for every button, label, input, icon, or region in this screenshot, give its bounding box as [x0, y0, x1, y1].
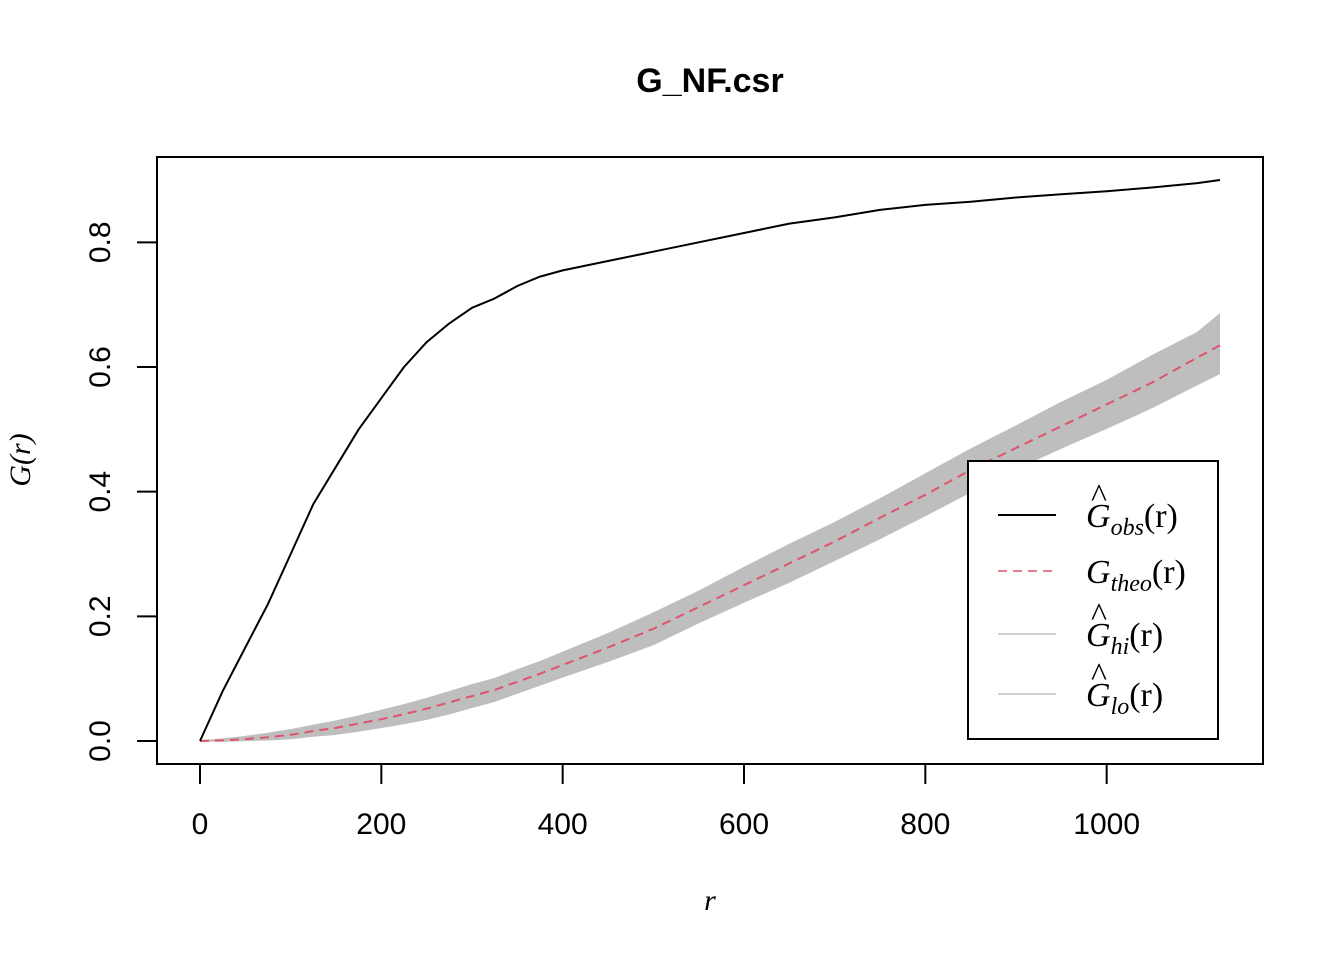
x-tick-label: 0: [192, 808, 209, 841]
x-tick-label: 600: [719, 808, 769, 841]
legend-hat-hi: ^: [1091, 597, 1107, 634]
x-tick-label: 200: [356, 808, 406, 841]
chart-title: G_NF.csr: [636, 62, 783, 100]
y-tick-label: 0.8: [84, 221, 117, 263]
legend-label-lo: Glo(r): [1086, 677, 1163, 720]
x-tick-label: 800: [900, 808, 950, 841]
legend-hat-obs: ^: [1091, 478, 1107, 515]
y-tick-label: 0.4: [84, 471, 117, 513]
y-tick-label: 0.2: [84, 595, 117, 637]
y-axis-label: G(r): [4, 433, 37, 486]
x-axis-label: r: [704, 884, 716, 917]
legend-box: [967, 460, 1219, 740]
series-line-theo: [199, 344, 1221, 742]
series-line-obs: [199, 179, 1221, 742]
y-tick-label: 0.6: [84, 346, 117, 388]
legend-label-obs: Gobs(r): [1086, 498, 1178, 541]
legend-label-theo: Gtheo(r): [1086, 554, 1186, 597]
x-axis: 0 200 400 600 800 1000: [192, 763, 1140, 841]
series-line-hi: [199, 313, 1221, 742]
x-tick-label: 1000: [1073, 808, 1140, 841]
legend-items: Gobs(r)^Gtheo(r)Ghi(r)^Glo(r)^: [998, 478, 1186, 720]
x-tick-label: 400: [538, 808, 588, 841]
legend-hat-lo: ^: [1091, 657, 1107, 694]
legend: Gobs(r)^Gtheo(r)Ghi(r)^Glo(r)^: [967, 460, 1219, 740]
y-tick-label: 0.0: [84, 720, 117, 762]
y-axis: 0.0 0.2 0.4 0.6 0.8: [84, 221, 158, 762]
legend-label-hi: Ghi(r): [1086, 617, 1163, 660]
